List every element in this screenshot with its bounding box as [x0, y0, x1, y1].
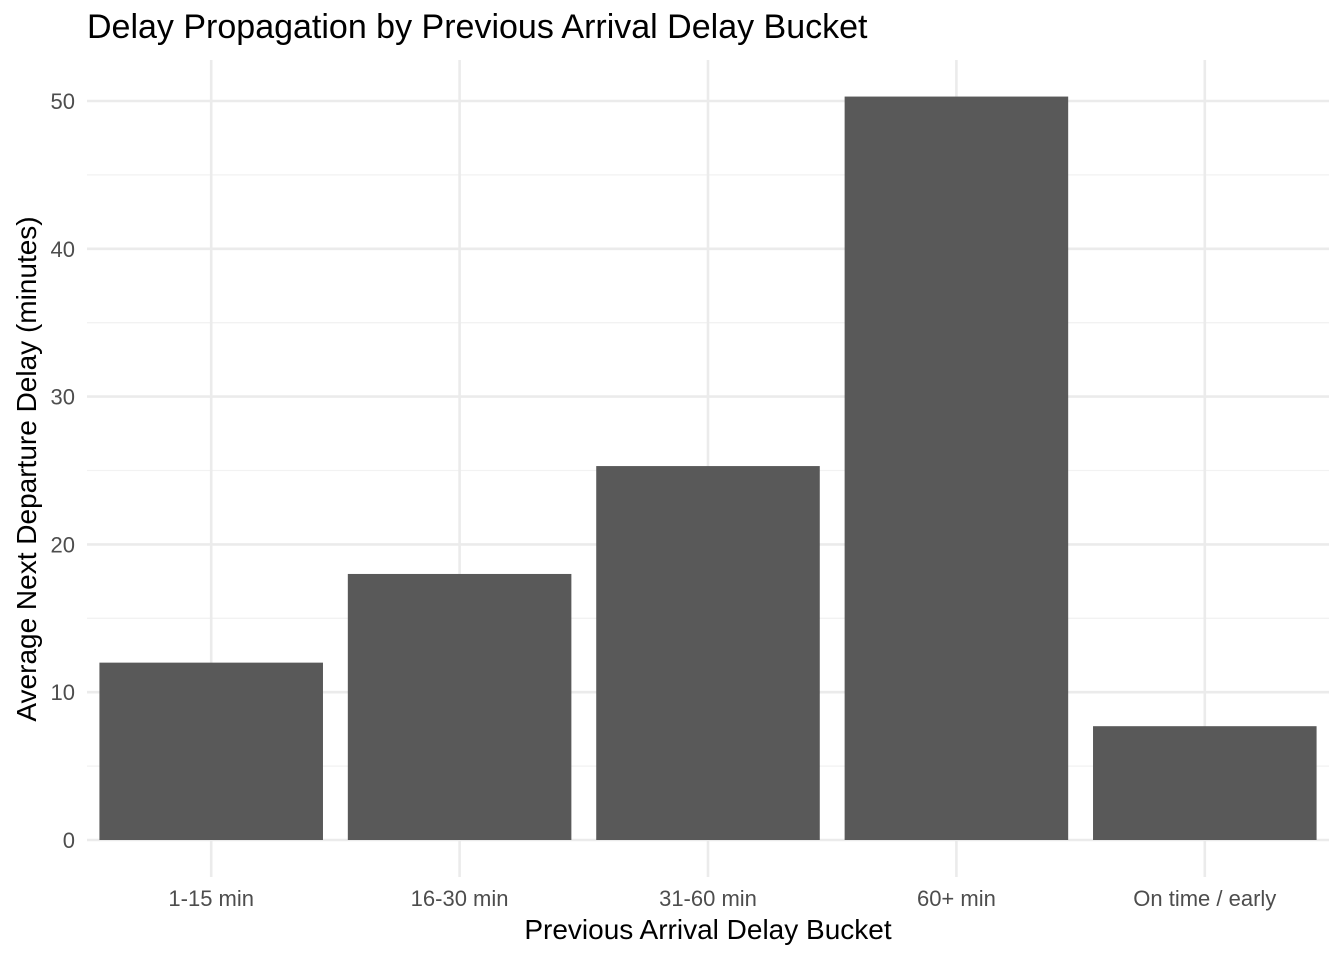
x-tick-label: 1-15 min [168, 886, 254, 911]
x-tick-label: 31-60 min [659, 886, 757, 911]
bar [99, 662, 323, 840]
bar [844, 96, 1069, 841]
y-axis-tick-labels: 0 10 20 30 40 50 [51, 89, 75, 853]
bar [596, 466, 820, 840]
x-axis-title: Previous Arrival Delay Bucket [524, 914, 891, 945]
bars [99, 96, 1317, 841]
x-axis-tick-labels: 1-15 min 16-30 min 31-60 min 60+ min On time… [168, 886, 1276, 911]
y-tick-label: 40 [51, 237, 75, 262]
y-tick-label: 0 [63, 828, 75, 853]
y-tick-label: 20 [51, 532, 75, 557]
x-tick-label: 16-30 min [411, 886, 509, 911]
x-tick-label: On time / early [1133, 886, 1276, 911]
y-tick-label: 50 [51, 89, 75, 114]
y-tick-label: 10 [51, 680, 75, 705]
bar [1093, 726, 1317, 840]
bar [347, 573, 572, 840]
y-axis-title: Average Next Departure Delay (minutes) [11, 216, 42, 721]
x-tick-label: 60+ min [917, 886, 996, 911]
y-tick-label: 30 [51, 385, 75, 410]
chart-title: Delay Propagation by Previous Arrival De… [87, 8, 868, 46]
